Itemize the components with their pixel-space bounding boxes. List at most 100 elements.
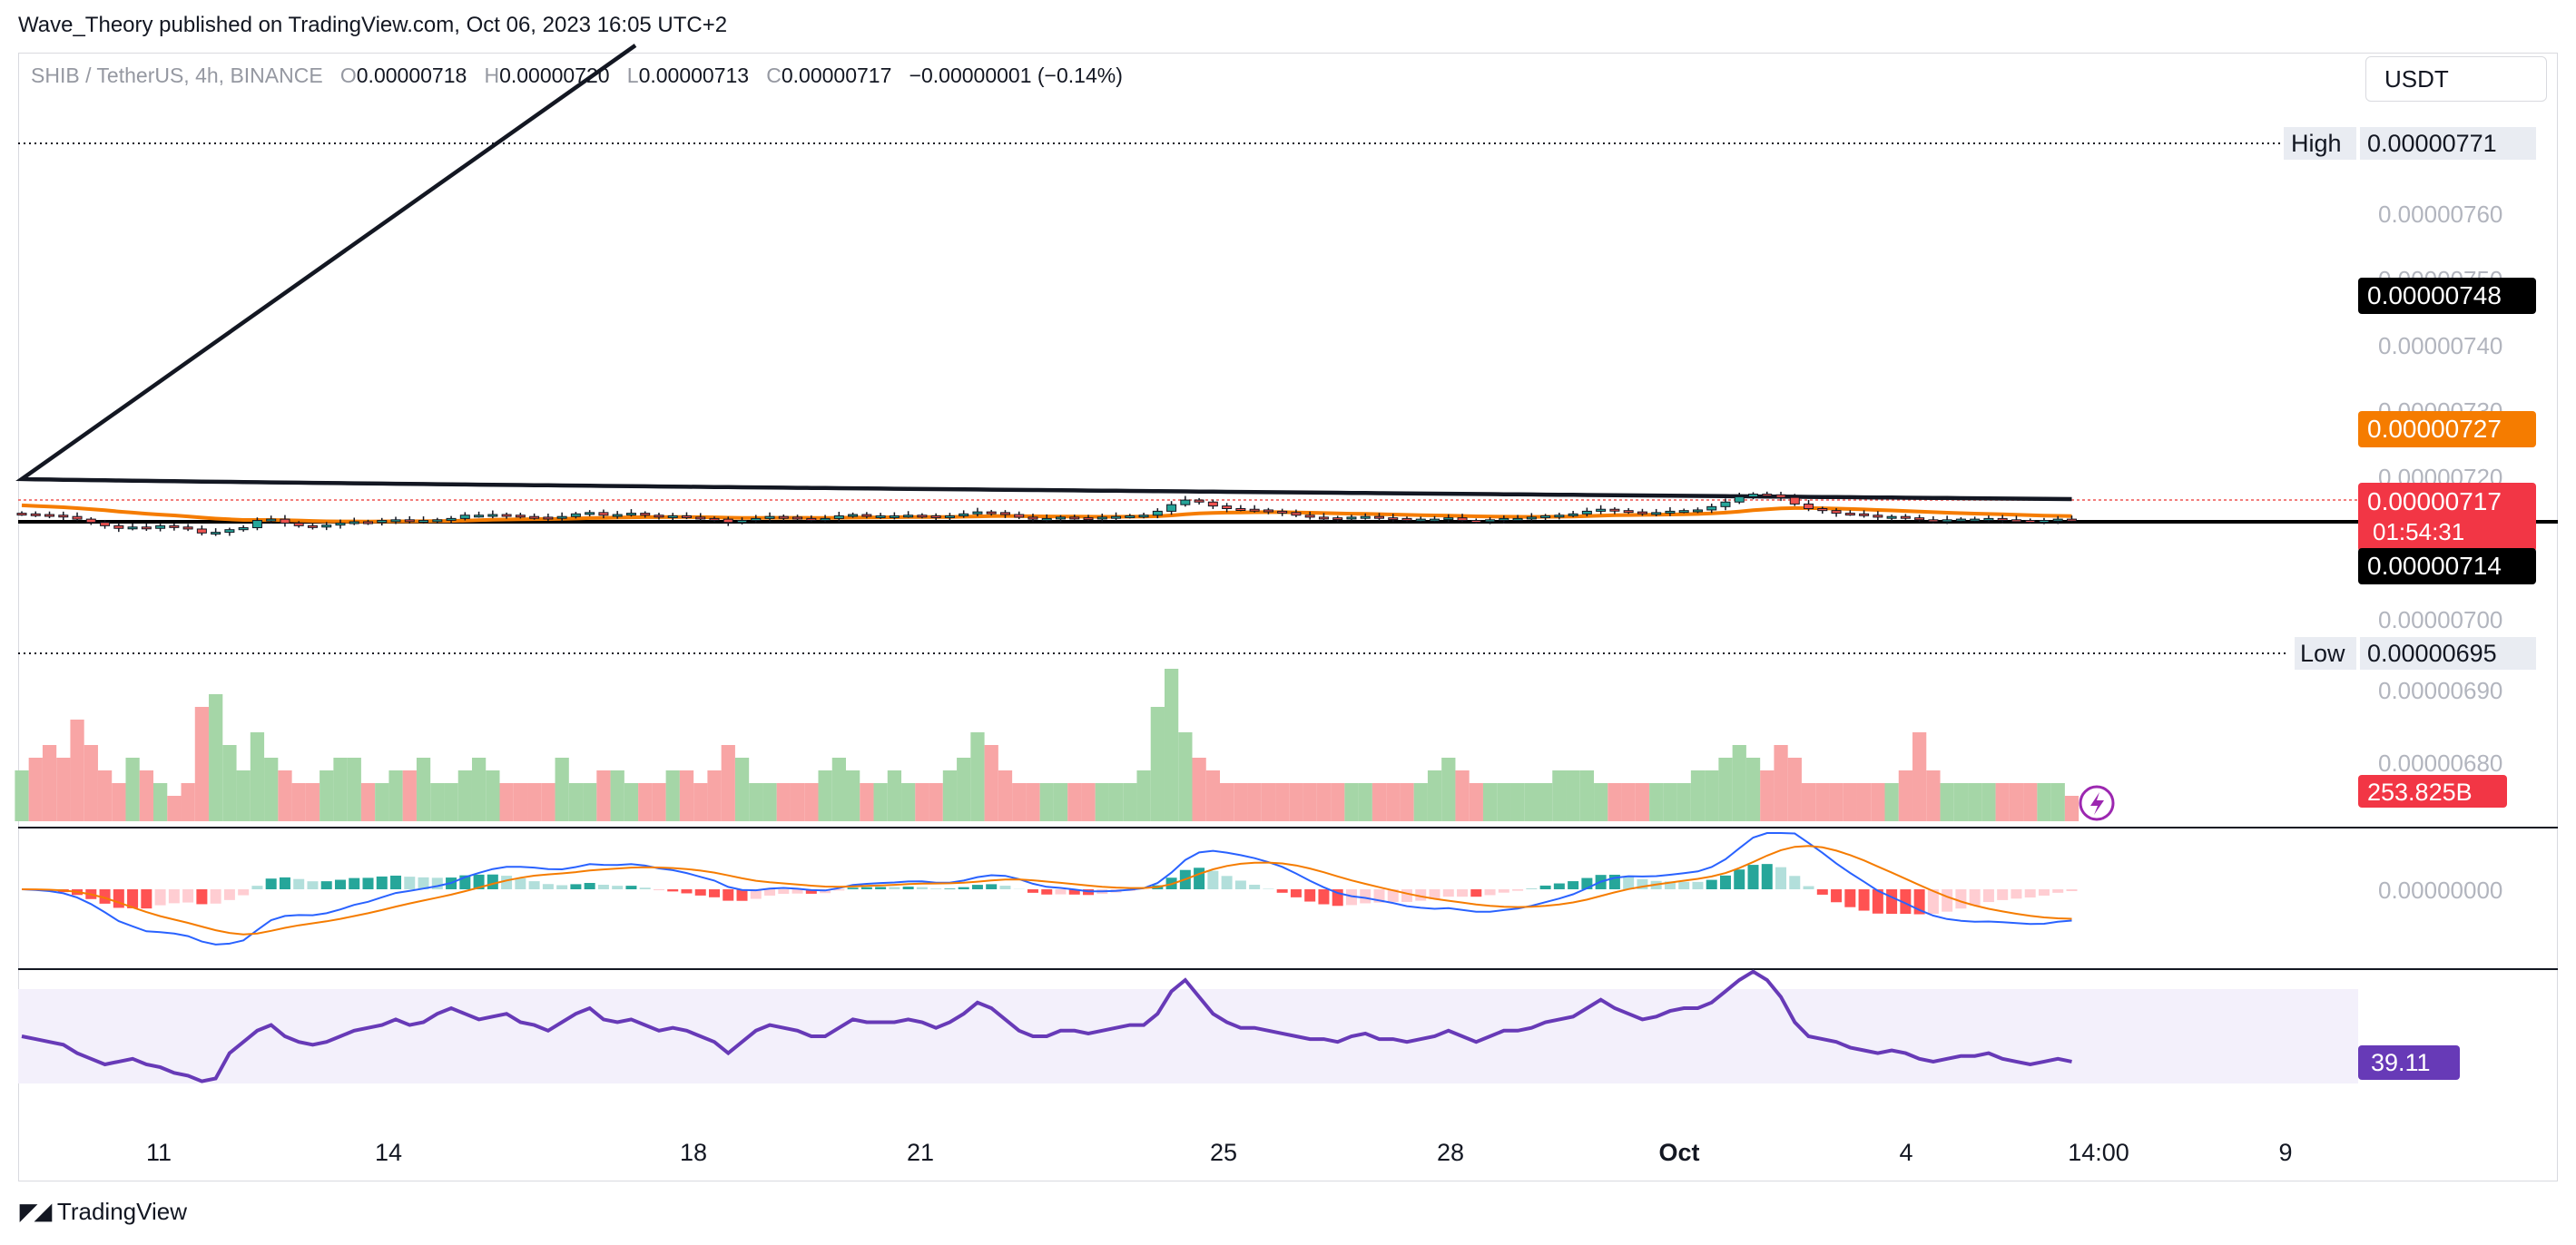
volume-bar — [222, 745, 237, 821]
candle-body — [1568, 513, 1578, 516]
candle — [1804, 499, 1814, 512]
high-tag-bg — [2284, 127, 2356, 160]
candle — [848, 512, 859, 518]
bar-countdown: 01:54:31 — [2373, 518, 2464, 545]
candle-body — [487, 514, 498, 517]
volume-bar — [901, 783, 916, 821]
close-value: 0.00000717 — [781, 64, 892, 87]
candle — [640, 511, 651, 518]
macd-histogram-bar — [251, 886, 263, 889]
volume-bar — [693, 783, 708, 821]
low-label: L — [626, 64, 639, 87]
macd-histogram-bar — [1304, 889, 1316, 902]
macd-histogram-bar — [681, 889, 693, 894]
macd-histogram-bar — [958, 887, 969, 889]
candle-body — [1651, 512, 1662, 515]
candle-body — [2066, 518, 2077, 522]
candle — [459, 512, 470, 521]
macd-histogram-bar — [764, 889, 776, 896]
candle — [889, 512, 900, 520]
candle — [224, 527, 235, 536]
candle — [959, 510, 969, 518]
volume-bar — [776, 783, 791, 821]
candle-body — [875, 515, 886, 518]
macd-histogram-bar — [515, 877, 526, 889]
macd-histogram-bar — [860, 887, 872, 889]
candle — [2052, 515, 2063, 524]
candle — [1955, 516, 1966, 522]
macd-histogram-bar — [916, 887, 928, 889]
volume-bar — [610, 770, 624, 821]
candle — [999, 510, 1010, 518]
candle — [1388, 514, 1399, 523]
macd-histogram-bar — [750, 889, 762, 899]
candle-body — [1831, 510, 1842, 515]
volume-bar — [1247, 783, 1262, 821]
volume-bar — [1608, 783, 1622, 821]
candle-body — [764, 515, 775, 519]
macd-histogram-bar — [1484, 889, 1496, 896]
macd-histogram-bar — [778, 889, 790, 894]
candle — [1914, 515, 1925, 523]
candle-body — [1665, 510, 1676, 514]
x-tick-label: 9 — [2278, 1139, 2292, 1166]
currency-button[interactable]: USDT — [2365, 56, 2547, 102]
macd-histogram-bar — [556, 885, 568, 889]
lightning-icon[interactable] — [2079, 785, 2115, 821]
volume-bar — [624, 783, 639, 821]
candle — [1859, 510, 1870, 518]
candle-body — [1873, 515, 1883, 518]
volume-bar — [652, 783, 666, 821]
volume-bar — [457, 770, 472, 821]
volume-bar — [28, 758, 43, 821]
candle-body — [1706, 505, 1717, 511]
volume-bar — [1427, 770, 1442, 821]
high-value: 0.00000771 — [2367, 130, 2497, 157]
volume-bar — [236, 770, 251, 821]
candle-body — [1859, 513, 1870, 516]
macd-histogram-bar — [1761, 864, 1773, 889]
volume-bar — [1497, 783, 1511, 821]
volume-bar — [2023, 783, 2038, 821]
support-value: 0.00000714 — [2367, 552, 2502, 580]
candle-body — [335, 522, 346, 526]
volume-bar — [84, 745, 98, 821]
candle — [1111, 512, 1122, 521]
volume-bar — [388, 770, 403, 821]
volume-bar — [402, 770, 417, 821]
volume-bar — [1787, 758, 1802, 821]
candle-body — [1637, 511, 1647, 515]
candle-body — [127, 526, 138, 530]
low-tag-bg — [2295, 637, 2356, 670]
volume-bar — [1718, 758, 1733, 821]
symbol-label[interactable]: SHIB / TetherUS, 4h, BINANCE — [31, 64, 323, 87]
volume-bar — [1413, 783, 1428, 821]
candle — [1430, 515, 1440, 523]
volume-bar — [1316, 783, 1332, 821]
macd-histogram-bar — [182, 889, 194, 903]
volume-bar — [1482, 783, 1498, 821]
volume-bar — [1108, 783, 1124, 821]
time-axis: 11 14 18 21 25 28 Oct 4 14:00 9 — [146, 1139, 2293, 1166]
volume-bar — [831, 758, 846, 821]
macd-histogram-bar — [971, 885, 983, 889]
volume-bar — [1192, 758, 1206, 821]
candle-body — [1512, 517, 1523, 521]
volume-bar — [638, 783, 653, 821]
volume-bar — [915, 783, 929, 821]
macd-histogram-bar — [1900, 889, 1912, 915]
macd-histogram-bar — [2038, 889, 2050, 896]
macd-histogram-bar — [1747, 865, 1759, 889]
macd-histogram-bar — [113, 889, 124, 908]
volume-bar — [1552, 770, 1567, 821]
candle-body — [363, 521, 373, 524]
volume-bar — [665, 770, 680, 821]
candle-body — [307, 524, 318, 528]
macd-histogram-bar — [1664, 881, 1676, 889]
candle — [280, 515, 290, 527]
candle — [211, 528, 221, 536]
volume-bar — [1261, 783, 1276, 821]
macd-histogram-bar — [889, 887, 900, 889]
volume-bar — [305, 783, 320, 821]
